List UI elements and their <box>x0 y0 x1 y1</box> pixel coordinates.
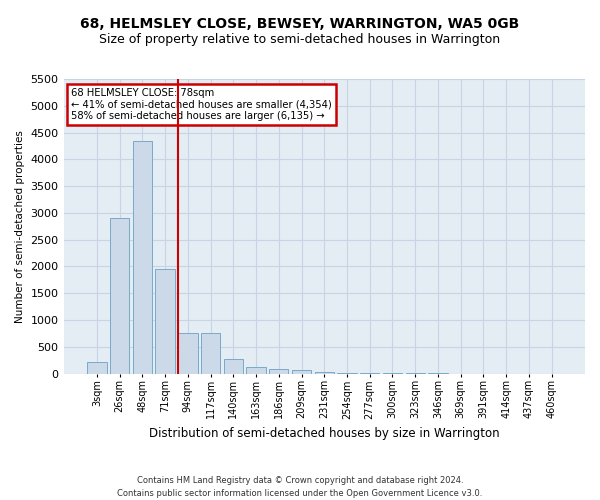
Bar <box>269 369 289 374</box>
Bar <box>292 370 311 374</box>
Text: Size of property relative to semi-detached houses in Warrington: Size of property relative to semi-detach… <box>100 32 500 46</box>
Bar <box>224 359 243 374</box>
Text: Contains HM Land Registry data © Crown copyright and database right 2024.
Contai: Contains HM Land Registry data © Crown c… <box>118 476 482 498</box>
Bar <box>110 218 130 374</box>
Bar <box>87 362 107 374</box>
X-axis label: Distribution of semi-detached houses by size in Warrington: Distribution of semi-detached houses by … <box>149 427 500 440</box>
Bar <box>201 334 220 374</box>
Bar <box>247 366 266 374</box>
Bar <box>178 334 197 374</box>
Y-axis label: Number of semi-detached properties: Number of semi-detached properties <box>15 130 25 322</box>
Text: 68 HELMSLEY CLOSE: 78sqm
← 41% of semi-detached houses are smaller (4,354)
58% o: 68 HELMSLEY CLOSE: 78sqm ← 41% of semi-d… <box>71 88 332 121</box>
Bar <box>133 140 152 374</box>
Bar <box>360 373 379 374</box>
Bar <box>155 269 175 374</box>
Text: 68, HELMSLEY CLOSE, BEWSEY, WARRINGTON, WA5 0GB: 68, HELMSLEY CLOSE, BEWSEY, WARRINGTON, … <box>80 18 520 32</box>
Bar <box>314 372 334 374</box>
Bar <box>337 373 356 374</box>
